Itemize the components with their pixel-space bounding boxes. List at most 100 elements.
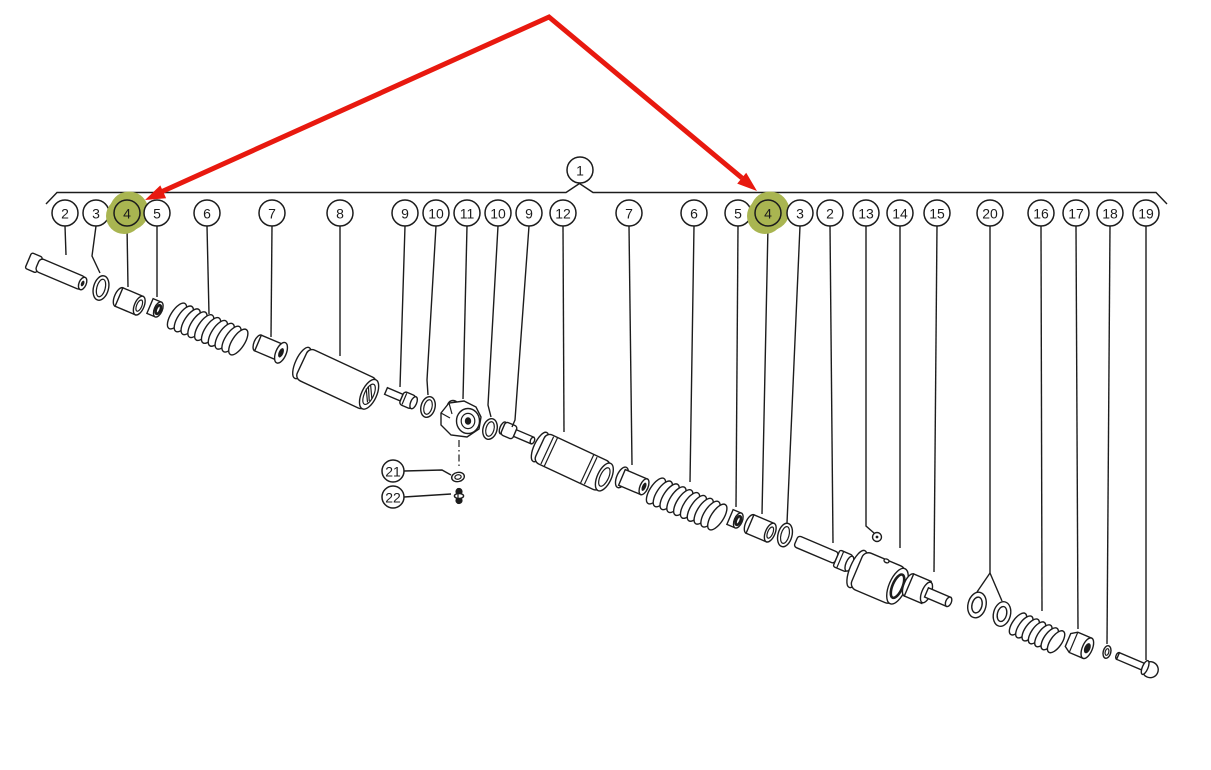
callout-circle bbox=[51, 199, 79, 227]
part-drawing-pin-2 bbox=[24, 252, 88, 291]
callout-number: 9 bbox=[525, 206, 533, 222]
callout-9: 9 bbox=[391, 199, 419, 388]
callout-number: 22 bbox=[385, 490, 401, 506]
part-drawing-sleeve-14 bbox=[846, 549, 909, 605]
callout-circle bbox=[1132, 199, 1160, 227]
part-drawing-oring-10 bbox=[420, 395, 436, 419]
part-drawing-washer-20b bbox=[992, 600, 1012, 628]
callout-circle bbox=[193, 199, 221, 227]
leader-line bbox=[786, 225, 801, 524]
callout-12: 12 bbox=[549, 199, 577, 433]
callout-number: 18 bbox=[1102, 206, 1118, 222]
callout-number: 2 bbox=[61, 206, 69, 222]
callout-number: 17 bbox=[1068, 206, 1084, 222]
callout-number: 6 bbox=[690, 206, 698, 222]
callout-number: 4 bbox=[123, 206, 131, 222]
leader-line bbox=[761, 225, 769, 515]
callout-circle bbox=[786, 199, 814, 227]
callout-number: 2 bbox=[826, 206, 834, 222]
callout-circle bbox=[816, 199, 844, 227]
part-drawing-bushing-4b bbox=[743, 513, 777, 543]
callout-number: 6 bbox=[203, 206, 211, 222]
leader-line bbox=[1106, 225, 1111, 645]
part-drawing-spring-6 bbox=[163, 299, 253, 359]
leader-line bbox=[562, 225, 565, 433]
callout-number: 3 bbox=[92, 206, 100, 222]
part-drawing-bolt-9b bbox=[498, 421, 536, 445]
callout-number: 1 bbox=[576, 163, 584, 179]
assembly-bracket bbox=[45, 182, 1168, 205]
red-arrowhead-right bbox=[737, 172, 757, 191]
callout-circle bbox=[1096, 199, 1124, 227]
leader-line bbox=[403, 469, 452, 476]
callout-circle bbox=[1027, 199, 1055, 227]
part-drawing-valve-body-11 bbox=[440, 399, 482, 438]
callout-22: 22 bbox=[381, 485, 452, 509]
callout-10: 10 bbox=[484, 199, 512, 418]
callout-6: 6 bbox=[680, 199, 708, 483]
callout-21: 21 bbox=[381, 459, 452, 483]
callout-14: 14 bbox=[886, 199, 914, 548]
callout-6: 6 bbox=[193, 199, 221, 315]
callout-number: 3 bbox=[796, 206, 804, 222]
leader-line bbox=[487, 225, 499, 418]
red-arrow-line bbox=[159, 14, 744, 195]
callout-16: 16 bbox=[1027, 199, 1055, 612]
leader-line bbox=[933, 225, 938, 573]
callout-7: 7 bbox=[615, 199, 643, 466]
part-drawing-tube-12 bbox=[530, 431, 615, 492]
leader-line bbox=[1040, 225, 1043, 612]
callout-number: 13 bbox=[858, 206, 874, 222]
part-drawing-clip-21 bbox=[450, 471, 466, 483]
callout-7: 7 bbox=[258, 199, 286, 338]
part-drawing-washer-20a bbox=[967, 591, 987, 619]
part-drawing-ball-13 bbox=[871, 531, 883, 543]
callout-13: 13 bbox=[852, 199, 880, 534]
part-drawing-fitting-17 bbox=[1064, 631, 1095, 660]
part-drawing-oring-3b bbox=[776, 522, 794, 548]
leader-line bbox=[976, 572, 991, 593]
part-drawing-screw-19 bbox=[1114, 651, 1159, 679]
part-drawing-ring-5b bbox=[725, 508, 744, 529]
callout-3: 3 bbox=[82, 199, 110, 274]
leader-line bbox=[628, 225, 633, 466]
callout-number: 10 bbox=[490, 206, 506, 222]
callout-circle bbox=[326, 199, 354, 227]
leader-line bbox=[989, 572, 1003, 602]
callout-17: 17 bbox=[1062, 199, 1090, 630]
red-arrowhead-left bbox=[145, 185, 167, 200]
part-drawing-bolt-9 bbox=[383, 386, 419, 410]
callout-3: 3 bbox=[786, 199, 814, 524]
callout-circle bbox=[754, 199, 782, 227]
part-drawing-core-22 bbox=[453, 487, 465, 505]
callout-4: 4 bbox=[747, 191, 790, 515]
part-drawing-plunger-15 bbox=[901, 573, 953, 608]
part-drawing-bushing-4 bbox=[112, 286, 146, 316]
callout-number: 19 bbox=[1138, 206, 1154, 222]
callout-11: 11 bbox=[453, 199, 481, 400]
callout-4: 4 bbox=[106, 191, 149, 288]
leader-line bbox=[829, 225, 834, 544]
callout-19: 19 bbox=[1132, 199, 1160, 660]
callout-number: 7 bbox=[268, 206, 276, 222]
callout-circle bbox=[923, 199, 951, 227]
part-drawing-oring-3 bbox=[92, 275, 110, 301]
part-drawing-pin-2b bbox=[793, 535, 855, 573]
callout-circle bbox=[453, 199, 481, 227]
callout-number: 21 bbox=[385, 464, 401, 480]
callout-circle bbox=[1062, 199, 1090, 227]
callout-circle bbox=[566, 156, 594, 184]
callout-number: 10 bbox=[428, 206, 444, 222]
part-drawing-tube-8 bbox=[292, 346, 380, 410]
callout-5: 5 bbox=[724, 199, 752, 508]
part-drawing-ring-5 bbox=[145, 297, 164, 318]
callout-circle bbox=[258, 199, 286, 227]
callout-number: 7 bbox=[625, 206, 633, 222]
callout-number: 15 bbox=[929, 206, 945, 222]
callout-2: 2 bbox=[51, 199, 79, 256]
callout-circle bbox=[381, 459, 405, 483]
assembly-callout: 1 bbox=[566, 156, 594, 184]
leader-line bbox=[462, 225, 468, 400]
part-drawing-spring-16 bbox=[1005, 609, 1069, 657]
